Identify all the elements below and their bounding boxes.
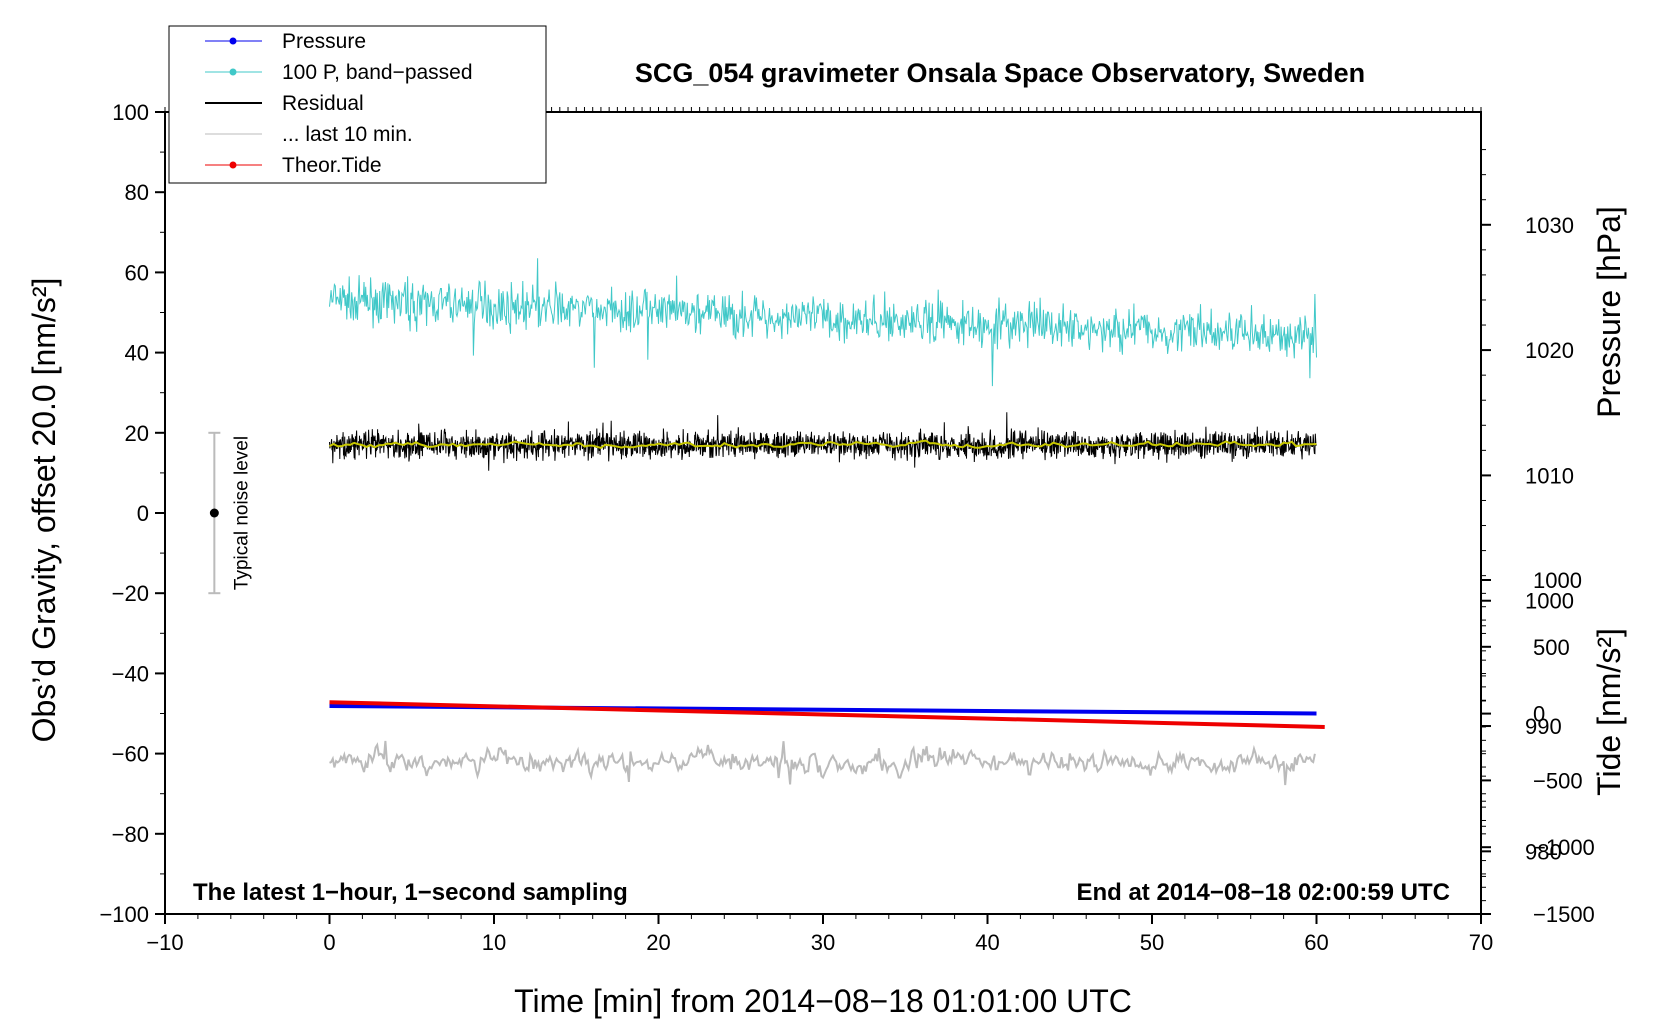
y-tick-label: 100 (112, 100, 149, 125)
legend-label: Theor.Tide (282, 154, 382, 177)
chart-title: SCG_054 gravimeter Onsala Space Observat… (635, 58, 1365, 88)
x-tick-label: 0 (323, 930, 335, 955)
x-tick-label: 10 (482, 930, 506, 955)
x-tick-label: 70 (1469, 930, 1493, 955)
noise-level-dot (209, 508, 219, 518)
x-tick-label: −10 (146, 930, 183, 955)
x-tick-label: 40 (975, 930, 999, 955)
legend-marker (229, 68, 237, 76)
tide-tick-label: 0 (1533, 702, 1545, 727)
sampling-annotation: The latest 1−hour, 1−second sampling (193, 879, 628, 906)
legend-label: Residual (282, 92, 364, 115)
pressure-tick-label: 990 (1525, 714, 1562, 739)
x-tick-label: 30 (811, 930, 835, 955)
tide-tick-label: −1500 (1533, 902, 1595, 927)
end-time-annotation: End at 2014−08−18 02:00:59 UTC (1076, 879, 1450, 906)
x-tick-label: 50 (1140, 930, 1164, 955)
y-tick-label: 60 (125, 260, 149, 285)
legend-marker (229, 161, 237, 169)
legend-label: 100 P, band−passed (282, 61, 473, 84)
legend-label: Pressure (282, 30, 366, 53)
series-residual (329, 412, 1317, 471)
y-tick-label: 80 (125, 180, 149, 205)
pressure-tick-label: 1020 (1525, 338, 1574, 363)
x-axis-title: Time [min] from 2014−08−18 01:01:00 UTC (514, 983, 1132, 1019)
series-theor-tide (329, 700, 1325, 729)
tide-tick-label: −1000 (1533, 835, 1595, 860)
pressure-tick-label: 1030 (1525, 213, 1574, 238)
y-axis-title: Obs’d Gravity, offset 20.0 [nm/s²] (26, 278, 62, 743)
noise-level-label: Typical noise level (231, 436, 252, 590)
noise-level-indicator: Typical noise level (208, 431, 252, 595)
tide-axis-title: Tide [nm/s²] (1591, 628, 1627, 796)
legend-marker (229, 37, 237, 45)
x-tick-label: 20 (646, 930, 670, 955)
x-tick-label: 60 (1304, 930, 1328, 955)
pressure-axis-title: Pressure [hPa] (1591, 206, 1627, 418)
pressure-tick-label: 1000 (1525, 589, 1574, 614)
y-tick-label: −20 (112, 581, 149, 606)
tide-tick-label: 500 (1533, 635, 1570, 660)
y-tick-label: −60 (112, 742, 149, 767)
y-tick-label: −80 (112, 822, 149, 847)
y-tick-label: 20 (125, 421, 149, 446)
legend: Pressure 100 P, band−passed Residual ... la… (168, 25, 547, 184)
series-residual-smoothed (329, 439, 1317, 450)
tide-tick-label: −500 (1533, 768, 1583, 793)
legend-label: ... last 10 min. (282, 123, 413, 146)
y-tick-label: −100 (99, 902, 149, 927)
pressure-tick-label: 1010 (1525, 463, 1574, 488)
series-100-p-band-passed (329, 258, 1317, 387)
y-tick-label: 40 (125, 341, 149, 366)
y-tick-label: −40 (112, 661, 149, 686)
y-tick-label: 0 (137, 501, 149, 526)
tide-tick-label: 1000 (1533, 568, 1582, 593)
ticks-layer: −10 0 10 20 30 40 50 60 70100806040200−20−40−60−… (99, 100, 1594, 955)
plot-frame (164, 111, 1482, 915)
legend-box (168, 25, 547, 184)
series-last-10-min (329, 740, 1316, 786)
series-layer (329, 258, 1325, 786)
pressure-tick-label: 980 (1525, 839, 1562, 864)
